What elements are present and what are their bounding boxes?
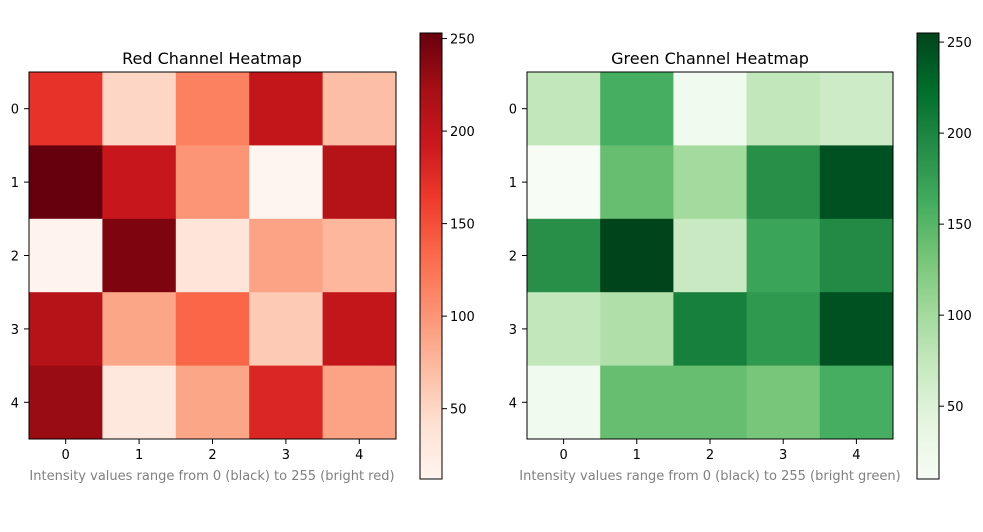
green-heatmap-cell-2-0 <box>527 218 601 293</box>
red-y-tick-label-0: 0 <box>11 103 19 118</box>
green-heatmap-cell-1-1 <box>600 145 674 220</box>
red-y-tick-label-3: 3 <box>11 323 19 338</box>
green-heatmap-cell-2-1 <box>600 218 674 293</box>
red-heatmap-title: Red Channel Heatmap <box>122 49 302 68</box>
red-heatmap-cell-4-2 <box>175 365 250 440</box>
green-heatmap-cell-0-3 <box>746 72 821 146</box>
red-heatmap-cell-3-1 <box>102 292 177 367</box>
red-heatmap-cell-1-2 <box>175 145 250 220</box>
green-heatmap-axes: 0 1 2 3 4 0 1 2 3 4 <box>509 103 861 463</box>
green-heatmap-cell-4-0 <box>527 365 601 440</box>
red-heatmap-cell-0-1 <box>102 72 177 146</box>
red-heatmap-cell-2-4 <box>322 218 397 293</box>
red-heatmap-cells <box>29 72 397 440</box>
green-colorbar-tick-label-3: 200 <box>947 127 972 142</box>
green-y-tick-label-3: 3 <box>509 323 517 338</box>
red-colorbar-tick-label-0: 50 <box>450 403 467 418</box>
green-heatmap-cell-0-1 <box>600 72 674 146</box>
green-heatmap-title: Green Channel Heatmap <box>611 49 809 68</box>
red-heatmap-cell-1-3 <box>249 145 324 220</box>
red-colorbar-tick-label-1: 100 <box>450 310 475 325</box>
green-colorbar-tick-label-1: 100 <box>947 309 972 324</box>
green-heatmap-cell-3-0 <box>527 292 601 367</box>
green-heatmap-cell-0-0 <box>527 72 601 146</box>
red-heatmap-cell-4-3 <box>249 365 324 440</box>
green-heatmap-cell-2-3 <box>746 218 821 293</box>
red-heatmap-cell-3-2 <box>175 292 250 367</box>
green-x-tick-label-3: 3 <box>779 448 787 463</box>
red-heatmap-cell-0-3 <box>249 72 324 146</box>
red-y-tick-label-1: 1 <box>11 176 19 191</box>
red-heatmap-cell-2-0 <box>29 218 103 293</box>
red-heatmap-cell-4-4 <box>322 365 397 440</box>
green-heatmap-cell-1-3 <box>746 145 821 220</box>
red-x-tick-label-0: 0 <box>62 448 70 463</box>
green-x-tick-label-4: 4 <box>852 448 860 463</box>
red-colorbar-tick-label-2: 150 <box>450 218 475 233</box>
green-heatmap-cell-2-2 <box>673 218 748 293</box>
red-x-tick-label-3: 3 <box>282 448 290 463</box>
green-heatmap-caption: Intensity values range from 0 (black) to… <box>519 469 900 484</box>
green-colorbar-tick-label-4: 250 <box>947 36 972 51</box>
green-heatmap-cell-1-2 <box>673 145 748 220</box>
red-colorbar-tick-label-4: 250 <box>450 33 475 48</box>
green-heatmap-cell-1-4 <box>819 145 894 220</box>
red-heatmap-cell-0-4 <box>322 72 397 146</box>
green-heatmap-panel: Green Channel Heatmap 0 1 2 3 4 0 1 2 3 4 Intensi… <box>509 32 972 484</box>
red-heatmap-cell-0-2 <box>175 72 250 146</box>
green-heatmap-cell-3-2 <box>673 292 748 367</box>
green-heatmap-cell-3-4 <box>819 292 894 367</box>
green-heatmap-cell-3-1 <box>600 292 674 367</box>
red-heatmap-axes: 0 1 2 3 4 0 1 2 3 4 <box>11 103 364 463</box>
green-heatmap-cells <box>527 72 894 440</box>
green-y-tick-label-1: 1 <box>509 176 517 191</box>
green-heatmap-cell-0-4 <box>819 72 894 146</box>
red-heatmap-cell-1-1 <box>102 145 177 220</box>
red-colorbar-tick-label-3: 200 <box>450 125 475 140</box>
red-heatmap-cell-1-4 <box>322 145 397 220</box>
green-heatmap-cell-3-3 <box>746 292 821 367</box>
red-x-tick-label-2: 2 <box>208 448 216 463</box>
red-y-tick-label-4: 4 <box>11 396 19 411</box>
red-x-tick-label-4: 4 <box>355 448 363 463</box>
green-heatmap-cell-2-4 <box>819 218 894 293</box>
green-heatmap-cell-4-2 <box>673 365 748 440</box>
green-colorbar-tick-label-0: 50 <box>947 400 964 415</box>
red-heatmap-cell-4-0 <box>29 365 103 440</box>
red-heatmap-cell-3-0 <box>29 292 103 367</box>
green-y-tick-label-4: 4 <box>509 396 517 411</box>
red-y-tick-label-2: 2 <box>11 250 19 265</box>
green-x-tick-label-1: 1 <box>633 448 641 463</box>
red-heatmap-cell-4-1 <box>102 365 177 440</box>
red-heatmap-cell-1-0 <box>29 145 103 220</box>
red-heatmap-panel: Red Channel Heatmap 0 1 2 3 4 0 1 2 3 4 Intensity… <box>11 32 475 484</box>
green-heatmap-cell-4-1 <box>600 365 674 440</box>
green-heatmap-cell-4-4 <box>819 365 894 440</box>
green-colorbar-gradient <box>916 32 940 480</box>
green-y-tick-label-0: 0 <box>509 103 517 118</box>
red-colorbar: 50 100 150 200 250 <box>419 32 475 480</box>
green-x-tick-label-2: 2 <box>706 448 714 463</box>
red-heatmap-cell-2-3 <box>249 218 324 293</box>
green-heatmap-cell-1-0 <box>527 145 601 220</box>
red-heatmap-cell-2-2 <box>175 218 250 293</box>
green-colorbar-tick-label-2: 150 <box>947 218 972 233</box>
red-heatmap-cell-3-3 <box>249 292 324 367</box>
green-heatmap-cell-0-2 <box>673 72 748 146</box>
red-heatmap-cell-0-0 <box>29 72 103 146</box>
green-heatmap-cell-4-3 <box>746 365 821 440</box>
red-x-tick-label-1: 1 <box>135 448 143 463</box>
green-y-tick-label-2: 2 <box>509 250 517 265</box>
red-heatmap-cell-2-1 <box>102 218 177 293</box>
green-x-tick-label-0: 0 <box>559 448 567 463</box>
red-colorbar-gradient <box>419 32 443 480</box>
green-colorbar: 50 100 150 200 250 <box>916 32 972 480</box>
red-heatmap-caption: Intensity values range from 0 (black) to… <box>29 469 394 484</box>
red-heatmap-cell-3-4 <box>322 292 397 367</box>
